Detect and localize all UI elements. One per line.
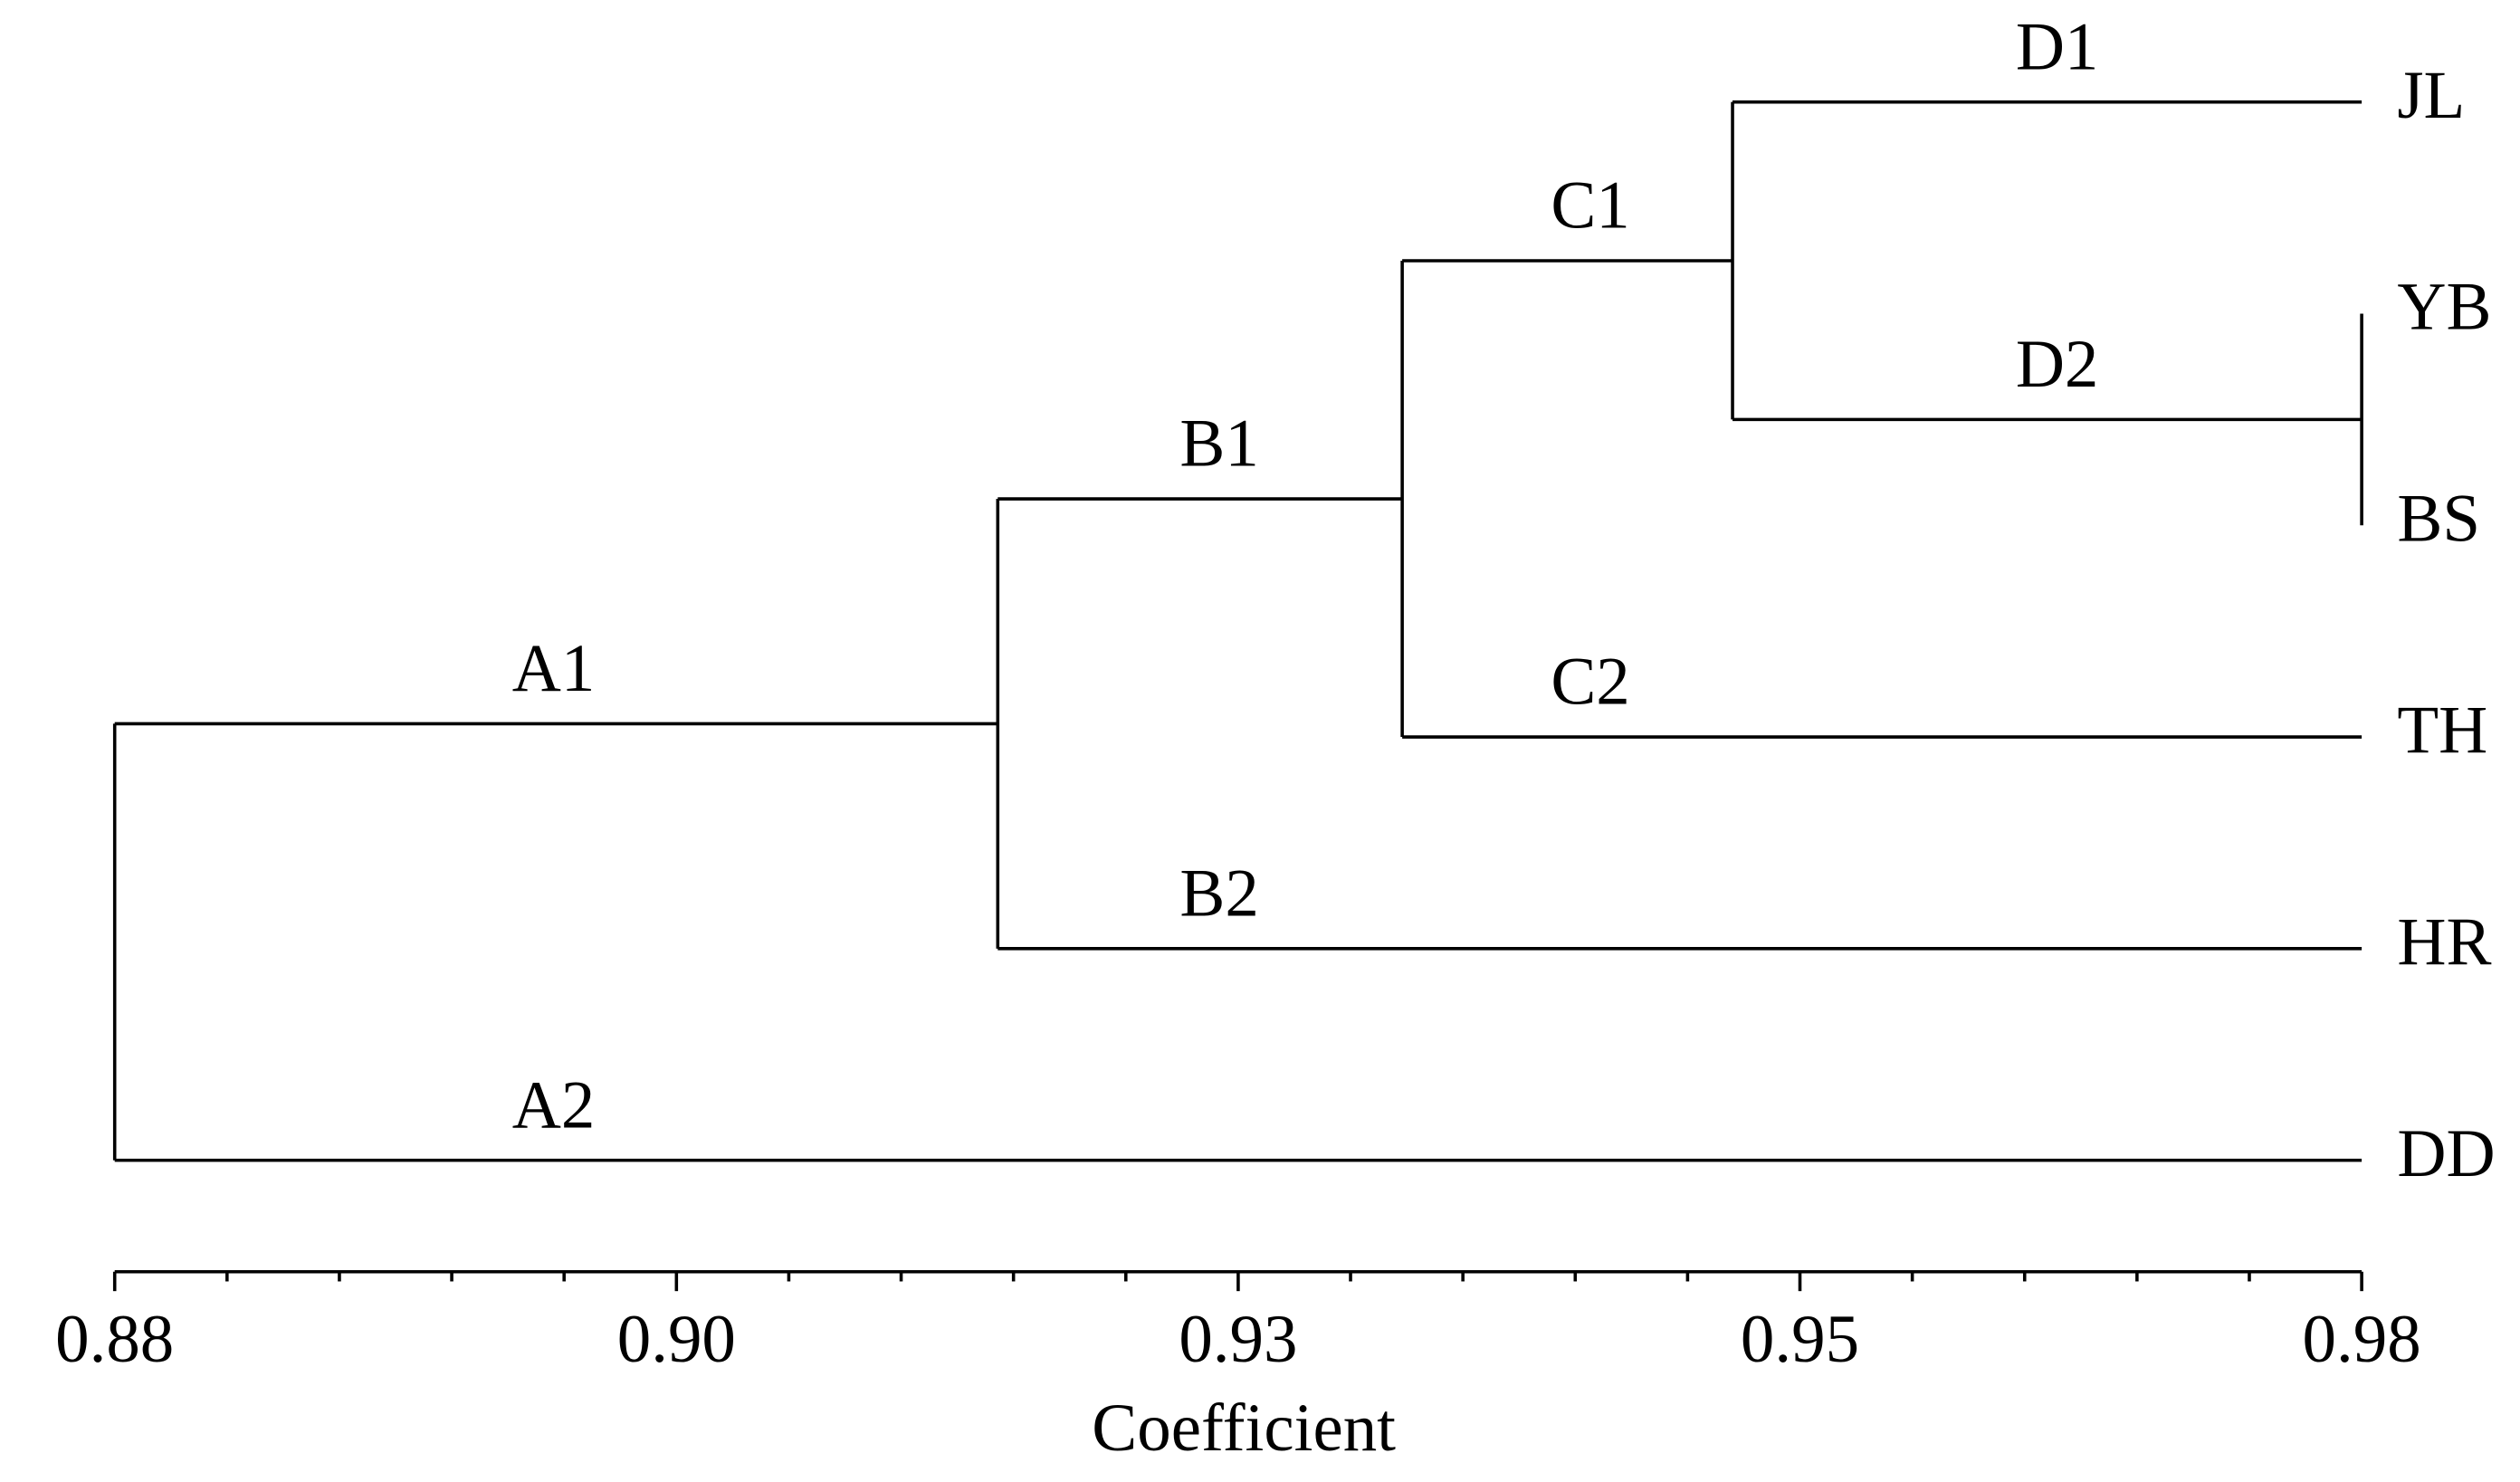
branch-label: D2	[2016, 327, 2099, 402]
x-axis-label: Coefficient	[1092, 1391, 1396, 1466]
branch-label: A1	[512, 631, 596, 706]
leaf-label: TH	[2397, 693, 2487, 768]
branch-label: D1	[2016, 9, 2099, 84]
leaf-label: JL	[2397, 58, 2465, 133]
branch-label: C1	[1551, 168, 1629, 244]
branch-label: B2	[1179, 856, 1258, 931]
x-tick-label: 0.95	[1741, 1302, 1859, 1377]
branch-label: C2	[1551, 645, 1629, 720]
x-tick-label: 0.90	[617, 1302, 736, 1377]
branch-label: B1	[1179, 406, 1258, 482]
leaf-label: YB	[2397, 270, 2491, 345]
leaf-label: DD	[2397, 1116, 2495, 1191]
leaf-label: HR	[2397, 904, 2491, 980]
branch-label: A2	[512, 1067, 596, 1143]
x-tick-label: 0.88	[55, 1302, 174, 1377]
leaf-label: BS	[2397, 481, 2480, 556]
x-tick-label: 0.93	[1179, 1302, 1297, 1377]
x-tick-label: 0.98	[2303, 1302, 2421, 1377]
